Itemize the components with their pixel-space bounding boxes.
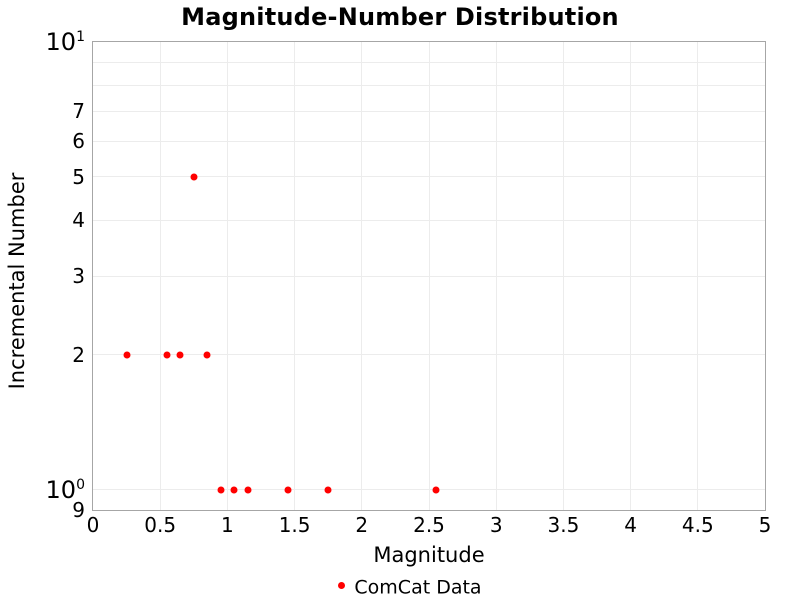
data-point bbox=[324, 486, 332, 494]
x-tick-label: 2.5 bbox=[413, 513, 445, 537]
data-point bbox=[432, 486, 440, 494]
y-tick-label: 7 bbox=[72, 99, 85, 124]
x-tick-label: 1 bbox=[221, 513, 234, 537]
gridline-vertical bbox=[226, 42, 228, 510]
data-point bbox=[203, 351, 211, 359]
x-tick-label: 1.5 bbox=[278, 513, 311, 537]
gridline-vertical bbox=[159, 42, 161, 510]
gridline-vertical bbox=[697, 42, 699, 510]
data-point bbox=[176, 351, 184, 359]
gridline-vertical bbox=[294, 42, 296, 510]
y-tick-label: 6 bbox=[72, 129, 85, 154]
y-tick-label: 3 bbox=[72, 264, 85, 288]
y-tick-label: 4 bbox=[72, 208, 85, 233]
data-point bbox=[217, 486, 225, 494]
legend-marker-icon bbox=[338, 582, 346, 589]
gridline-vertical bbox=[495, 42, 497, 510]
data-point bbox=[123, 351, 131, 359]
gridline-vertical bbox=[630, 42, 632, 510]
y-tick-label: 5 bbox=[72, 164, 85, 189]
x-axis-label: Magnitude bbox=[373, 543, 485, 567]
gridline-vertical bbox=[562, 42, 564, 510]
legend: ComCat Data bbox=[10, 576, 800, 599]
x-tick-label: 3.5 bbox=[547, 513, 580, 537]
data-point bbox=[244, 486, 252, 494]
y-tick-label: 101 bbox=[45, 28, 85, 56]
legend-label: ComCat Data bbox=[354, 576, 482, 599]
y-tick-label: 9 bbox=[72, 498, 85, 522]
y-tick-label: 2 bbox=[72, 342, 85, 367]
data-point bbox=[230, 486, 238, 494]
data-point bbox=[284, 486, 292, 494]
data-point bbox=[163, 351, 171, 359]
x-tick-label: 4.5 bbox=[681, 513, 714, 537]
x-tick-label: 3 bbox=[489, 513, 503, 537]
gridline-vertical bbox=[361, 42, 363, 510]
y-tick-label: 100 bbox=[45, 475, 85, 504]
x-tick-label: 4 bbox=[624, 513, 637, 537]
gridline-vertical bbox=[428, 42, 430, 510]
y-tick-exponent: 1 bbox=[76, 29, 85, 45]
y-tick-exponent: 0 bbox=[76, 476, 85, 493]
plot-area bbox=[92, 41, 766, 511]
data-point bbox=[190, 173, 198, 181]
x-tick-label: 5 bbox=[758, 513, 772, 537]
chart-title: Magnitude-Number Distribution bbox=[181, 3, 619, 31]
x-tick-label: 0 bbox=[86, 513, 100, 537]
x-tick-label: 2 bbox=[355, 513, 369, 537]
x-tick-label: 0.5 bbox=[144, 513, 177, 537]
